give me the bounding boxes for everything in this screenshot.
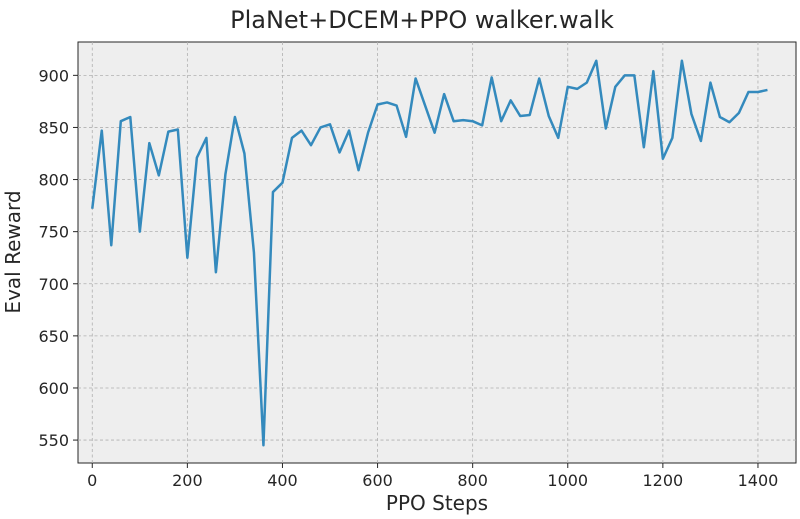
y-tick-label: 650 (38, 327, 69, 346)
y-tick-label: 800 (38, 171, 69, 190)
x-tick-label: 1000 (547, 471, 588, 490)
y-tick-label: 600 (38, 379, 69, 398)
y-axis-label: Eval Reward (1, 190, 25, 313)
data-points (92, 60, 768, 446)
y-tick-label: 750 (38, 223, 69, 242)
y-tick-label: 550 (38, 431, 69, 450)
x-tick-label: 600 (362, 471, 393, 490)
x-tick-label: 800 (457, 471, 488, 490)
chart-title: PlaNet+DCEM+PPO walker.walk (230, 6, 614, 34)
y-tick-label: 850 (38, 118, 69, 137)
x-tick-label: 0 (87, 471, 97, 490)
series-line-eval-reward (91, 59, 768, 447)
x-tick-label: 400 (267, 471, 298, 490)
x-axis-label: PPO Steps (386, 491, 488, 515)
axis-ticks: 0 200 400 600 800 1000 1200 1400 550 600 650 700 750… (38, 66, 778, 490)
x-tick-label: 1200 (643, 471, 684, 490)
plot-area (77, 41, 797, 464)
y-tick-label: 700 (38, 275, 69, 294)
x-tick-label: 1400 (738, 471, 779, 490)
x-tick-label: 200 (172, 471, 203, 490)
y-tick-label: 900 (38, 66, 69, 85)
grid (78, 42, 796, 463)
